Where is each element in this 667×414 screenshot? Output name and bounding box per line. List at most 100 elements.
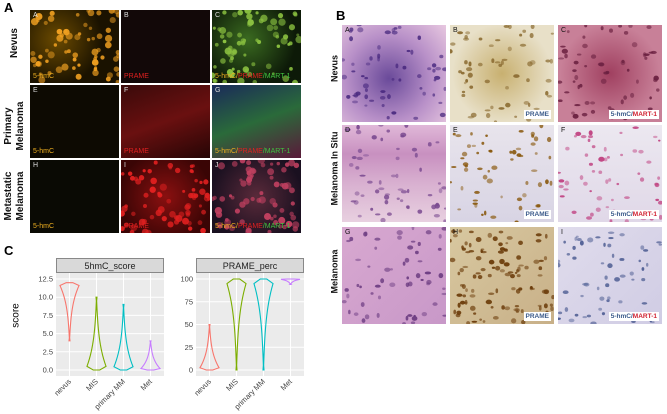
- nucleus: [605, 283, 610, 288]
- nucleus: [632, 149, 638, 153]
- nucleus: [149, 214, 155, 220]
- nucleus: [425, 230, 432, 235]
- stain-tag: PRAME: [523, 210, 551, 219]
- nucleus: [116, 53, 119, 59]
- nucleus: [535, 204, 541, 208]
- nucleus: [558, 184, 564, 189]
- tile-letter: G: [345, 229, 351, 236]
- nucleus: [417, 241, 421, 247]
- nucleus: [201, 209, 206, 215]
- cell-nuclei-texture: [212, 10, 301, 83]
- nucleus: [355, 129, 362, 135]
- nucleus: [513, 308, 519, 312]
- nucleus: [187, 220, 192, 226]
- x-tick-label: MIS: [84, 377, 100, 393]
- nucleus: [649, 96, 652, 100]
- nucleus: [281, 167, 287, 173]
- nucleus: [86, 37, 91, 42]
- plot-background: [56, 273, 164, 376]
- nucleus: [638, 259, 642, 263]
- nucleus: [471, 320, 478, 323]
- nucleus: [199, 180, 203, 185]
- x-tick-label: Met: [279, 376, 295, 392]
- nucleus: [573, 135, 577, 138]
- nucleus: [189, 164, 194, 169]
- fluorescence-tile: C 5-hmC/PRAME/MART-1: [212, 10, 301, 83]
- stain-mart1: /MART-1: [262, 73, 291, 80]
- nucleus: [360, 302, 365, 307]
- nucleus: [549, 303, 553, 307]
- nucleus: [522, 29, 527, 33]
- nucleus: [378, 125, 384, 127]
- nucleus: [619, 131, 623, 135]
- nucleus: [407, 245, 414, 250]
- nucleus: [490, 215, 497, 219]
- tile-letter: I: [124, 162, 126, 169]
- nucleus: [147, 169, 152, 174]
- nucleus: [527, 102, 531, 107]
- nucleus: [63, 29, 68, 34]
- nucleus: [647, 107, 653, 111]
- y-tick-label: 0.0: [43, 366, 53, 375]
- nucleus: [415, 273, 421, 279]
- nucleus: [38, 72, 43, 77]
- nucleus: [543, 303, 548, 309]
- nucleus: [550, 32, 554, 35]
- histology-tile: D: [342, 125, 446, 222]
- nucleus: [198, 204, 202, 208]
- nucleus: [605, 70, 610, 74]
- nucleus: [94, 66, 98, 70]
- nucleus: [433, 213, 440, 218]
- nucleus: [518, 264, 524, 267]
- nucleus: [367, 180, 373, 184]
- nucleus: [422, 91, 426, 96]
- stain-tag: 5-hmC/MART-1: [608, 110, 659, 119]
- nucleus: [237, 10, 244, 16]
- nucleus: [474, 203, 478, 208]
- nucleus: [628, 25, 633, 28]
- nucleus: [75, 12, 80, 17]
- nucleus: [246, 13, 253, 20]
- nucleus: [471, 144, 477, 148]
- stain-mart1: /MART-1: [262, 223, 291, 230]
- nucleus: [66, 49, 71, 54]
- nucleus: [464, 299, 468, 305]
- nucleus: [278, 216, 286, 225]
- nucleus: [55, 66, 63, 74]
- fluorescence-tile: B PRAME: [121, 10, 210, 83]
- nucleus: [421, 312, 428, 317]
- nucleus: [561, 48, 568, 54]
- nucleus: [370, 292, 374, 295]
- nucleus: [505, 102, 511, 108]
- histology-tile: I 5-hmC/MART-1: [558, 227, 662, 324]
- nucleus: [273, 181, 280, 188]
- nucleus: [575, 235, 579, 238]
- nucleus: [574, 313, 579, 317]
- stain-caption: PRAME: [124, 73, 149, 80]
- nucleus: [503, 248, 509, 252]
- nucleus: [596, 196, 603, 201]
- nucleus: [607, 263, 613, 269]
- nucleus: [539, 125, 544, 129]
- nucleus: [631, 278, 635, 281]
- nucleus: [498, 63, 503, 68]
- y-tick-label: 50: [185, 320, 193, 329]
- nucleus: [377, 45, 381, 50]
- nucleus: [232, 12, 238, 18]
- nucleus: [419, 86, 423, 90]
- nucleus: [481, 213, 484, 216]
- nucleus: [407, 314, 413, 317]
- nucleus: [396, 230, 403, 236]
- nucleus: [276, 161, 280, 166]
- nucleus: [525, 180, 529, 185]
- stain-prame: PRAME: [237, 148, 263, 155]
- violin-primary-MM: [113, 303, 134, 371]
- nucleus: [255, 11, 259, 15]
- nucleus: [598, 170, 603, 175]
- y-tick-label: 75: [185, 297, 193, 306]
- nucleus: [273, 25, 279, 31]
- nucleus: [278, 224, 283, 229]
- nucleus: [237, 32, 242, 38]
- nucleus: [451, 229, 456, 234]
- stain-primary: 5-hmC/: [610, 111, 633, 118]
